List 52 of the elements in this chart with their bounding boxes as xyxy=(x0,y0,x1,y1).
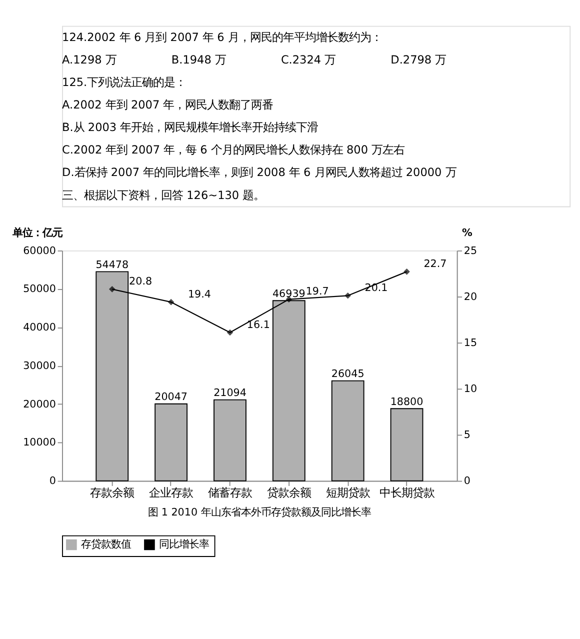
y-tick-label: 10000 xyxy=(23,436,56,449)
point xyxy=(168,298,174,306)
text: 124.2002 年 6 月到 2007 年 6 月，网民的年平均增长数约为： xyxy=(62,30,382,44)
text: A.1298 万 B.1948 万 C.2324 万 D.2798 万 xyxy=(62,53,446,66)
point xyxy=(404,268,410,275)
y2-axis-title: % xyxy=(462,226,474,239)
text: B.从 2003 年开始，网民规模年增长率开始持续下滑 xyxy=(62,121,318,134)
y2-tick-label: 10 xyxy=(464,382,478,395)
y2-tick-label: 20 xyxy=(464,290,478,303)
x-tick-label: 企业存款 xyxy=(149,486,194,500)
y2-tick-label: 0 xyxy=(464,475,470,488)
text: C.2002 年到 2007 年，每 6 个月的网民增长人数保持在 800 万左右 xyxy=(62,144,405,157)
text: D.若保持 2007 年的同比增长率，则到 2008 年 6 月网民人数将超过 20000 万 xyxy=(62,166,456,180)
data-label: 20.8 xyxy=(129,275,152,288)
point xyxy=(226,329,234,336)
y-tick-label: 20000 xyxy=(23,398,56,410)
data-label: 54478 xyxy=(96,258,129,271)
x-tick-label: 贷款余额 xyxy=(266,486,311,500)
data-label: 22.7 xyxy=(424,258,447,270)
text: 125.下列说法正确的是： xyxy=(62,76,186,89)
bar xyxy=(331,380,364,482)
y-tick-label: 30000 xyxy=(23,360,56,372)
text: A.2002 年到 2007 年，网民人数翻了两番 xyxy=(62,98,274,112)
y-axis-title: 单位：亿元 xyxy=(12,226,63,239)
data-label: 21094 xyxy=(214,387,246,400)
y-tick-label: 40000 xyxy=(23,322,56,334)
y-tick-label: 60000 xyxy=(23,244,56,257)
x-tick-label: 储蓄存款 xyxy=(208,486,252,500)
bar xyxy=(154,403,188,482)
y-tick-label: 50000 xyxy=(23,283,56,296)
data-label: 18800 xyxy=(390,396,424,408)
x-tick-label: 短期贷款 xyxy=(326,486,370,500)
y2-tick-label: 25 xyxy=(464,244,478,257)
data-label: 20047 xyxy=(154,391,188,404)
legend-label: 同比增长率 xyxy=(158,538,209,551)
y2-tick-label: 5 xyxy=(464,429,470,442)
bar xyxy=(390,408,424,482)
text: 图 1 2010 年山东省本外币存贷款额及同比增长率 xyxy=(148,506,371,519)
data-label: 46939 xyxy=(272,288,306,300)
data-label: 19.4 xyxy=(188,288,211,300)
point xyxy=(108,286,116,292)
y-tick-label: 0 xyxy=(49,475,56,488)
y2-tick-label: 15 xyxy=(464,336,478,349)
point xyxy=(344,292,351,299)
data-label: 19.7 xyxy=(306,286,329,298)
x-tick-label: 中长期贷款 xyxy=(379,486,434,500)
x-tick-label: 存款余额 xyxy=(90,486,134,500)
text: 三、根据以下资料，回答 126~130 题。 xyxy=(62,188,265,202)
bar xyxy=(214,399,246,482)
legend-label: 存贷款数值 xyxy=(80,538,131,551)
data-label: 16.1 xyxy=(246,318,270,331)
data-label: 26045 xyxy=(331,368,364,380)
